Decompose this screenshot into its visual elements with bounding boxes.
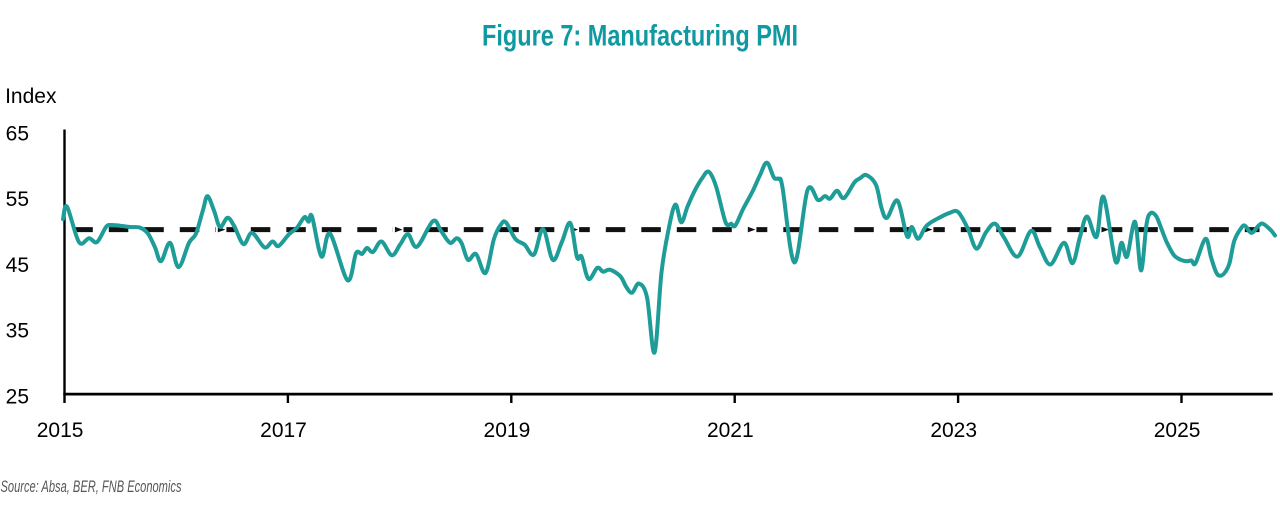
svg-text:2023: 2023 — [930, 419, 977, 442]
svg-text:2019: 2019 — [484, 419, 531, 442]
svg-text:Source: Absa, BER, FNB Economi: Source: Absa, BER, FNB Economics — [1, 478, 182, 496]
svg-text:Index: Index — [5, 85, 57, 108]
svg-text:2017: 2017 — [260, 419, 307, 442]
svg-text:Figure 7: Manufacturing PMI: Figure 7: Manufacturing PMI — [482, 20, 798, 53]
svg-text:2021: 2021 — [707, 419, 754, 442]
svg-text:25: 25 — [6, 385, 29, 408]
svg-text:45: 45 — [6, 254, 29, 277]
svg-text:2015: 2015 — [37, 419, 84, 442]
svg-text:35: 35 — [6, 320, 29, 343]
svg-text:2025: 2025 — [1154, 419, 1201, 442]
svg-text:55: 55 — [6, 188, 29, 211]
svg-text:65: 65 — [6, 122, 29, 145]
